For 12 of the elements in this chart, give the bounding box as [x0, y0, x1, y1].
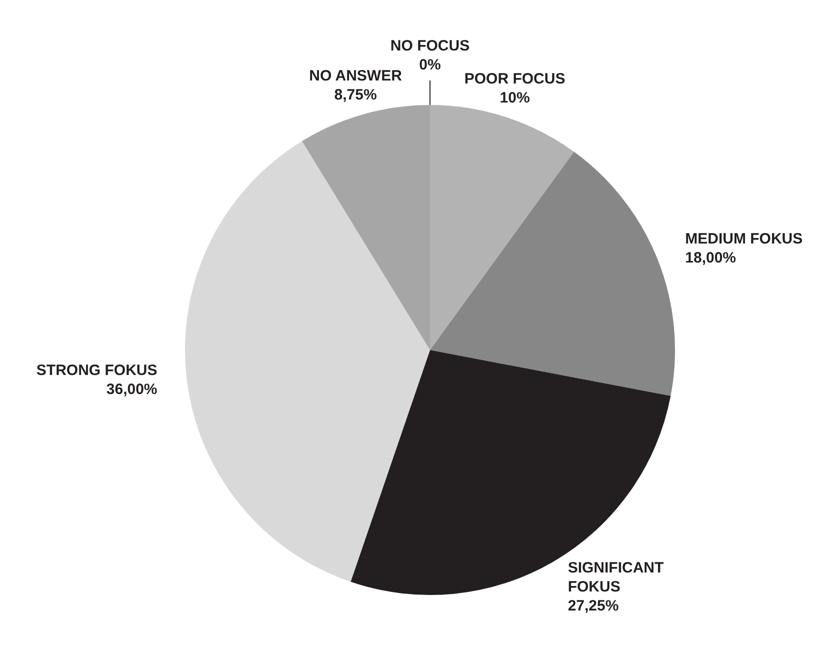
data-label: 8,75% [334, 86, 377, 104]
slice-label: STRONG FOKUS [36, 362, 158, 379]
data-label: 27,25% [568, 597, 619, 614]
data-label: 10% [500, 90, 530, 107]
category-label: NO FOCUS [390, 38, 470, 55]
slice-label: SIGNIFICANT FOKUS [568, 559, 664, 596]
data-label: 36,00% [106, 380, 158, 398]
slice-label: MEDIUM FOKUS [685, 230, 803, 248]
data-label: 18,00% [685, 250, 736, 267]
slice-label: NO ANSWER [309, 68, 402, 85]
slice-label: POOR FOCUS [464, 70, 566, 88]
text: 0% [419, 56, 441, 74]
